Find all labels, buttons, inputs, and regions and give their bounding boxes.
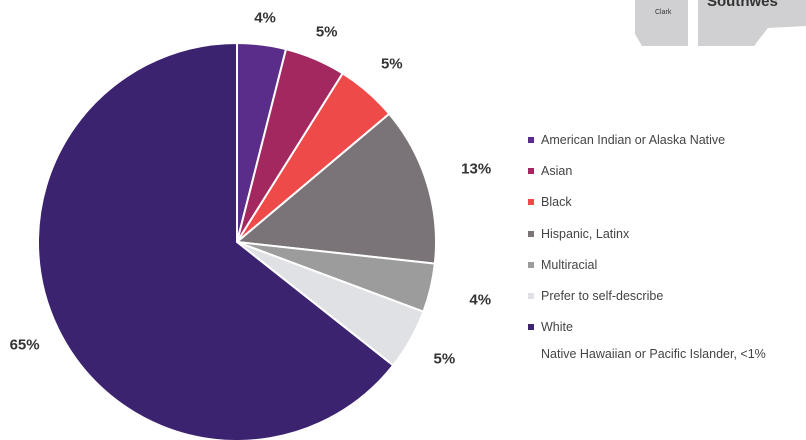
- legend-swatch: [528, 230, 534, 237]
- map-label-southwest: Southwes: [707, 0, 778, 10]
- pie-slices: [37, 41, 437, 440]
- legend-item: Hispanic, Latinx: [528, 218, 766, 249]
- legend-swatch: [528, 293, 534, 300]
- pie-slice-white: [37, 41, 395, 440]
- slice-value-label: 5%: [433, 350, 456, 368]
- legend-label: American Indian or Alaska Native: [541, 132, 726, 147]
- legend-note: Native Hawaiian or Pacific Islander, <1%: [541, 347, 766, 362]
- legend-item: Asian: [528, 155, 766, 186]
- slice-value-label: 5%: [315, 23, 338, 41]
- legend-label: Black: [541, 195, 572, 210]
- slice-value-label: 4%: [469, 291, 492, 309]
- legend-label: Asian: [541, 163, 573, 178]
- legend-item: Prefer to self-describe: [528, 280, 766, 311]
- legend-swatch: [528, 167, 534, 174]
- legend-label: Multiracial: [541, 257, 598, 272]
- slice-value-label: 13%: [461, 160, 492, 178]
- slice-value-label: 4%: [254, 9, 276, 27]
- legend-item: White: [528, 312, 766, 343]
- map-region-clark: [635, 0, 688, 46]
- legend-item: Black: [528, 187, 766, 218]
- map-region-southwest: [698, 0, 806, 46]
- legend-item: Multiracial: [528, 249, 766, 280]
- legend-label: White: [541, 320, 573, 335]
- legend-swatch: [528, 261, 534, 268]
- legend: American Indian or Alaska Native Asian Bla…: [528, 124, 766, 361]
- legend-swatch: [528, 199, 534, 206]
- legend-label: Prefer to self-describe: [541, 289, 664, 304]
- legend-swatch: [528, 324, 534, 331]
- pie-slice-hispanic-latinx: [234, 112, 437, 265]
- slice-value-label: 5%: [380, 55, 403, 73]
- map-fragment: [635, 0, 806, 46]
- legend-label: Hispanic, Latinx: [541, 226, 630, 241]
- map-label-clark: Clark: [655, 9, 672, 16]
- legend-item: American Indian or Alaska Native: [528, 124, 766, 155]
- slice-value-label: 65%: [9, 336, 40, 354]
- legend-swatch: [528, 136, 534, 143]
